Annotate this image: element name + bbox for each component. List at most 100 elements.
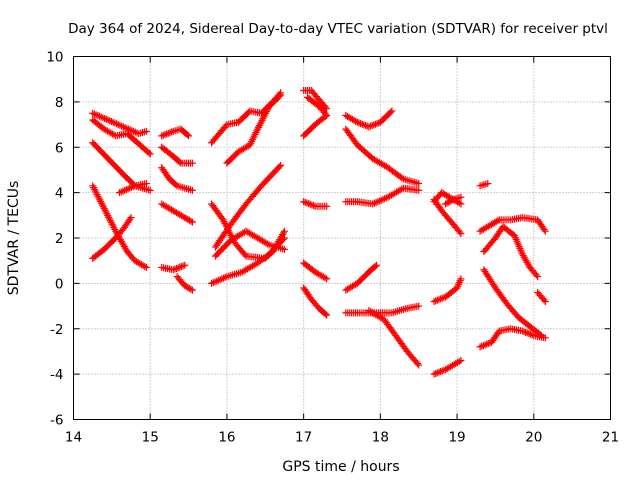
data-point: [263, 240, 271, 248]
data-point: [99, 114, 107, 122]
grid: [73, 56, 611, 420]
data-point: [373, 261, 381, 269]
data-point: [321, 274, 329, 282]
x-tick-label: 15: [142, 430, 159, 446]
data-point: [457, 200, 465, 208]
data-point: [111, 119, 119, 127]
data-point: [126, 215, 134, 223]
data-point: [415, 302, 423, 310]
data-series: [430, 275, 465, 306]
data-point: [369, 200, 377, 208]
data-series: [476, 214, 549, 235]
data-point: [173, 264, 181, 272]
data-point: [525, 330, 533, 338]
y-tick-label: 10: [46, 50, 63, 66]
data-series: [300, 87, 331, 113]
data-point: [323, 275, 331, 283]
data-point: [305, 200, 313, 208]
data-series: [300, 198, 331, 210]
data-point: [323, 202, 331, 210]
data-point: [97, 113, 105, 121]
data-point: [275, 92, 283, 100]
data-point: [457, 229, 465, 237]
data-point: [381, 195, 389, 203]
data-series: [476, 325, 549, 351]
data-point: [541, 298, 549, 306]
data-point: [188, 286, 196, 294]
data-point: [457, 357, 465, 365]
data-point: [368, 122, 376, 130]
data-point: [218, 275, 226, 283]
data-series: [158, 261, 189, 274]
data-point: [277, 91, 285, 99]
x-tick-label: 21: [602, 430, 619, 446]
data-point: [142, 127, 150, 135]
data-point: [541, 334, 549, 342]
data-point: [398, 174, 406, 182]
data-point: [437, 295, 445, 303]
data-point: [94, 111, 102, 119]
data-point: [166, 129, 174, 137]
data-point: [457, 193, 465, 201]
data-point: [101, 115, 109, 123]
data-point: [483, 340, 491, 348]
data-series: [208, 89, 285, 147]
data-point: [388, 107, 396, 115]
data-point: [355, 119, 363, 127]
data-point: [107, 118, 115, 126]
data-point: [116, 189, 124, 197]
data-point: [432, 297, 440, 305]
data-point: [171, 265, 179, 273]
data-point: [176, 263, 184, 271]
data-point: [216, 276, 224, 284]
data-point: [432, 369, 440, 377]
axis-ticks: 14 15 16 17 18 19 20 21 -6 -4 -2 0 2 4 6 8 10: [46, 50, 619, 446]
data-point: [376, 197, 384, 205]
data-point: [121, 186, 129, 194]
x-tick-label: 20: [525, 430, 542, 446]
data-point: [413, 360, 421, 368]
data-point: [131, 128, 139, 136]
data-point: [300, 198, 308, 206]
data-point: [323, 311, 331, 319]
data-point: [371, 262, 379, 270]
plot-frame: [73, 56, 611, 420]
data-point: [277, 161, 285, 169]
data-point: [163, 130, 171, 138]
y-tick-label: 6: [55, 140, 64, 156]
data-point: [374, 198, 382, 206]
data-point: [183, 131, 191, 139]
data-point: [365, 123, 373, 131]
data-point: [433, 296, 441, 304]
data-point: [124, 185, 132, 193]
data-point: [540, 296, 548, 304]
data-point: [373, 120, 381, 128]
data-point: [169, 266, 177, 274]
data-point: [362, 122, 370, 130]
data-point: [208, 279, 216, 287]
data-point: [448, 196, 456, 204]
x-axis-label: GPS time / hours: [282, 459, 399, 475]
data-point: [456, 228, 464, 236]
data-series: [476, 180, 492, 190]
data-point: [303, 199, 311, 207]
data-point: [121, 124, 129, 132]
data-series: [300, 259, 331, 283]
data-point: [114, 121, 122, 129]
data-point: [435, 296, 443, 304]
data-point: [209, 279, 217, 287]
data-point: [118, 122, 126, 130]
data-series: [89, 214, 135, 262]
data-point: [479, 342, 487, 350]
data-point: [188, 218, 196, 226]
data-point: [116, 121, 124, 129]
y-axis-label: SDTVAR / TECUs: [6, 181, 22, 296]
data-point: [303, 93, 311, 101]
data-point: [321, 103, 329, 111]
data-point: [430, 370, 438, 378]
data-series: [300, 284, 331, 319]
data-point: [280, 227, 288, 235]
data-point: [187, 217, 195, 225]
data-point: [481, 341, 489, 349]
data-point: [89, 109, 97, 117]
